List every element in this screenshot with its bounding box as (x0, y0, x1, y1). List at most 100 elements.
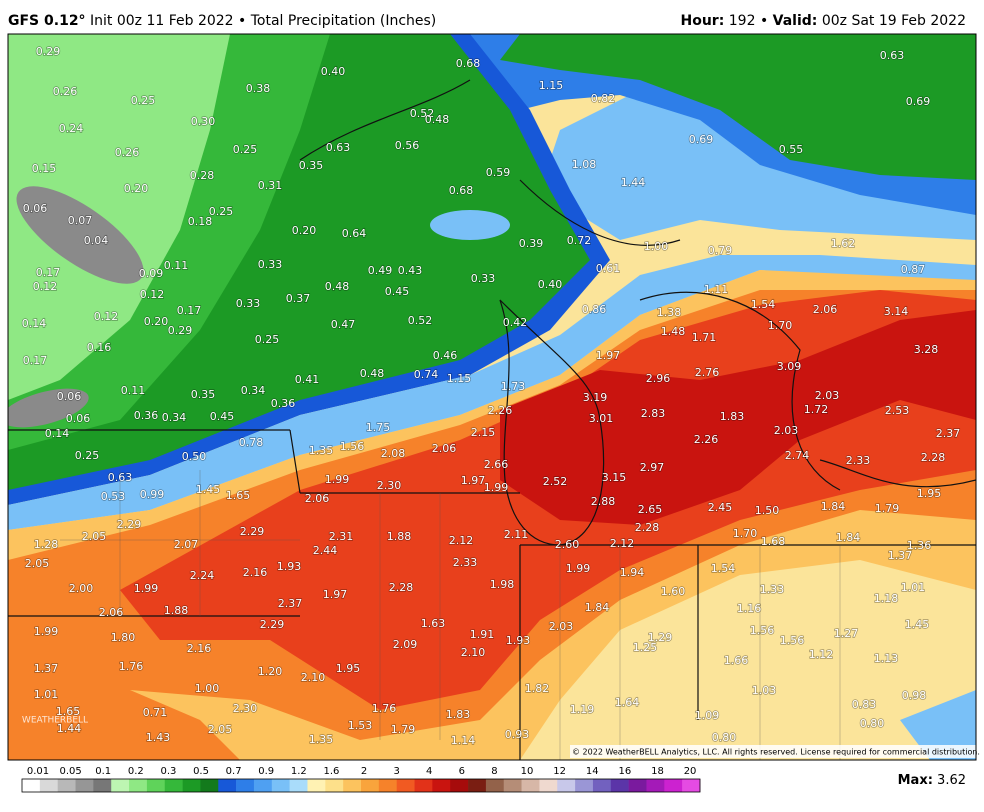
map-label: 2.66 (484, 458, 509, 471)
legend-swatch (485, 779, 505, 792)
legend-tick: 10 (521, 766, 534, 777)
map-label: 0.26 (53, 85, 78, 98)
legend-tick: 16 (618, 766, 631, 777)
map-label: 0.63 (880, 49, 905, 62)
map-label: 1.65 (56, 705, 81, 718)
legend-swatch (325, 779, 344, 792)
map-label: 2.06 (813, 303, 838, 316)
map-label: 2.45 (708, 501, 733, 514)
map-label: 2.96 (646, 372, 671, 385)
map-label: 1.79 (875, 502, 900, 515)
legend-tick: 0.2 (128, 766, 144, 777)
map-label: 2.29 (240, 525, 265, 538)
map-label: 2.29 (117, 518, 142, 531)
map-label: 1.29 (648, 631, 673, 644)
map-label: 0.06 (23, 202, 48, 215)
map-label: 2.52 (543, 475, 568, 488)
map-label: 1.83 (720, 410, 745, 423)
map-label: 2.76 (695, 366, 720, 379)
map-label: 1.62 (831, 237, 856, 250)
map-label: 1.35 (309, 444, 334, 457)
map-label: 2.12 (449, 534, 474, 547)
map-label: 1.38 (657, 306, 682, 319)
map-label: 1.44 (57, 722, 82, 735)
map-label: 1.97 (323, 588, 348, 601)
legend-tick: 0.05 (59, 766, 81, 777)
legend-tick: 0.1 (95, 766, 111, 777)
map-label: 0.31 (258, 179, 283, 192)
map-label: 2.05 (208, 723, 233, 736)
map-label: 1.56 (750, 624, 775, 637)
legend-tick: 6 (459, 766, 465, 777)
legend-swatch (129, 779, 148, 792)
map-label: 1.97 (461, 474, 486, 487)
map-label: 1.18 (874, 592, 899, 605)
max: Max: 3.62 (898, 773, 966, 788)
map-label: 2.10 (461, 646, 486, 659)
map-label: 1.64 (615, 696, 640, 709)
map-label: 0.49 (368, 264, 393, 277)
legend-swatch (39, 779, 58, 792)
legend-swatch (200, 779, 219, 792)
map-label: 2.03 (815, 389, 840, 402)
map-label: 0.46 (433, 349, 458, 362)
map-label: 0.39 (519, 237, 544, 250)
map-label: 0.33 (471, 272, 496, 285)
legend-tick: 8 (491, 766, 497, 777)
map-label: 2.06 (432, 442, 457, 455)
map-label: 1.15 (447, 372, 472, 385)
max-value: 3.62 (937, 773, 966, 788)
legend-swatch (146, 779, 166, 792)
map-label: 0.09 (139, 267, 164, 280)
map-label: 0.74 (414, 368, 439, 381)
map-label: 1.56 (780, 634, 805, 647)
map-label: 0.33 (236, 297, 261, 310)
map-label: 1.35 (309, 733, 334, 746)
map-label: 0.14 (45, 427, 70, 440)
map-label: 2.37 (278, 597, 303, 610)
map-label: 1.71 (692, 331, 717, 344)
map-label: 0.24 (59, 122, 84, 135)
legend-swatch (450, 779, 469, 792)
legend-swatch (468, 779, 487, 792)
map-label: 0.06 (57, 390, 82, 403)
map-label: 0.36 (134, 409, 159, 422)
map (8, 34, 976, 760)
map-label: 0.36 (271, 397, 296, 410)
map-label: 1.65 (226, 489, 251, 502)
legend-swatch (646, 779, 665, 792)
map-label: 0.48 (360, 367, 385, 380)
map-label: 0.59 (486, 166, 511, 179)
map-label: 0.28 (190, 169, 215, 182)
map-label: 1.48 (661, 325, 686, 338)
map-labels: 0.29 0.26 0.25 0.38 0.40 0.68 1.15 0.82 0.63 0.69… (21, 44, 961, 748)
map-label: 1.11 (704, 283, 729, 296)
map-label: 2.30 (233, 702, 258, 715)
map-label: 0.20 (292, 224, 317, 237)
legend-frame (21, 778, 701, 793)
legend-tick: 1.2 (291, 766, 307, 777)
valid: 00z Sat 19 Feb 2022 (822, 13, 966, 29)
hour: 192 (729, 13, 756, 29)
map-label: 0.53 (101, 490, 126, 503)
map-label: 0.16 (87, 341, 112, 354)
map-label: 0.48 (325, 280, 350, 293)
map-label: 0.20 (124, 182, 149, 195)
map-label: 0.29 (168, 324, 193, 337)
map-label: 0.26 (115, 146, 140, 159)
map-label: 1.97 (596, 349, 621, 362)
map-label: 0.04 (84, 234, 109, 247)
map-label: 1.25 (633, 641, 658, 654)
legend-tick: 20 (684, 766, 697, 777)
legend-swatch (664, 779, 683, 792)
map-label: 0.87 (901, 263, 926, 276)
legend-swatch (218, 779, 237, 792)
map-label: 0.34 (241, 384, 266, 397)
map-label: 2.12 (610, 537, 635, 550)
map-label: 2.65 (638, 503, 663, 516)
map-label: 1.63 (421, 617, 446, 630)
map-label: 2.26 (694, 433, 719, 446)
map-label: 0.68 (456, 57, 481, 70)
map-label: 1.93 (506, 634, 531, 647)
map-label: 2.30 (377, 479, 402, 492)
